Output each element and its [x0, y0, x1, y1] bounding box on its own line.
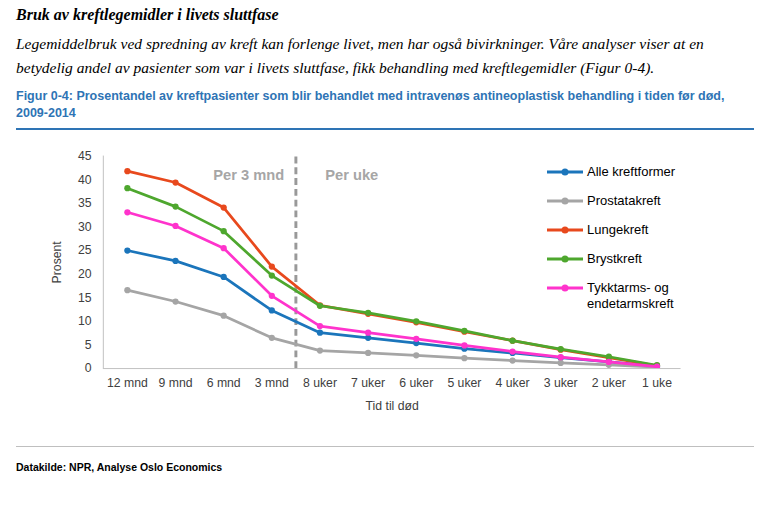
html-text:Legemiddelbruk ved spredning a: Legemiddelbruk ved spredning av kreft ka… [16, 35, 704, 76]
html-text:Figur 0-4: Prosentandel av kre: Figur 0-4: Prosentandel av kreftpasiente… [16, 89, 725, 120]
svg-text:20: 20 [78, 267, 92, 281]
html-text:Bruk av kreftlegemidler i live: Bruk av kreftlegemidler i livets sluttfa… [16, 6, 279, 23]
svg-text:7 uker: 7 uker [351, 376, 385, 390]
svg-text:35: 35 [78, 196, 92, 210]
svg-text:4 uker: 4 uker [496, 376, 530, 390]
svg-text:9 mnd: 9 mnd [159, 376, 193, 390]
html-text:Datakilde: NPR, Analyse Oslo E: Datakilde: NPR, Analyse Oslo Economics [16, 461, 223, 473]
svg-text:15: 15 [78, 291, 92, 305]
svg-text:30: 30 [78, 220, 92, 234]
svg-text:10: 10 [78, 314, 92, 328]
svg-text:0: 0 [85, 361, 92, 375]
svg-text:2 uker: 2 uker [592, 376, 626, 390]
html-text:Prostatakreft: Prostatakreft [587, 193, 661, 208]
svg-text:3 mnd: 3 mnd [255, 376, 289, 390]
svg-text:3 uker: 3 uker [544, 376, 578, 390]
svg-text:Prosent: Prosent [50, 241, 64, 284]
html-text:Brystkreft: Brystkreft [587, 251, 642, 266]
svg-text:5: 5 [85, 338, 92, 352]
svg-text:5 uker: 5 uker [447, 376, 481, 390]
svg-text:Per uke: Per uke [325, 167, 378, 183]
svg-text:45: 45 [78, 149, 92, 163]
svg-text:40: 40 [78, 173, 92, 187]
svg-text:Per 3 mnd: Per 3 mnd [213, 167, 284, 183]
svg-text:25: 25 [78, 243, 92, 257]
svg-text:1 uke: 1 uke [642, 376, 672, 390]
svg-text:12 mnd: 12 mnd [107, 376, 148, 390]
html-text:Lungekreft: Lungekreft [587, 222, 649, 237]
svg-text:6 uker: 6 uker [399, 376, 433, 390]
html-text:Alle kreftformer: Alle kreftformer [587, 164, 676, 179]
svg-text:8 uker: 8 uker [303, 376, 337, 390]
svg-text:6 mnd: 6 mnd [207, 376, 241, 390]
svg-text:Tid til død: Tid til død [366, 399, 419, 413]
html-text:Tykktarms- og endetarmskreft: Tykktarms- og endetarmskreft [587, 280, 674, 311]
